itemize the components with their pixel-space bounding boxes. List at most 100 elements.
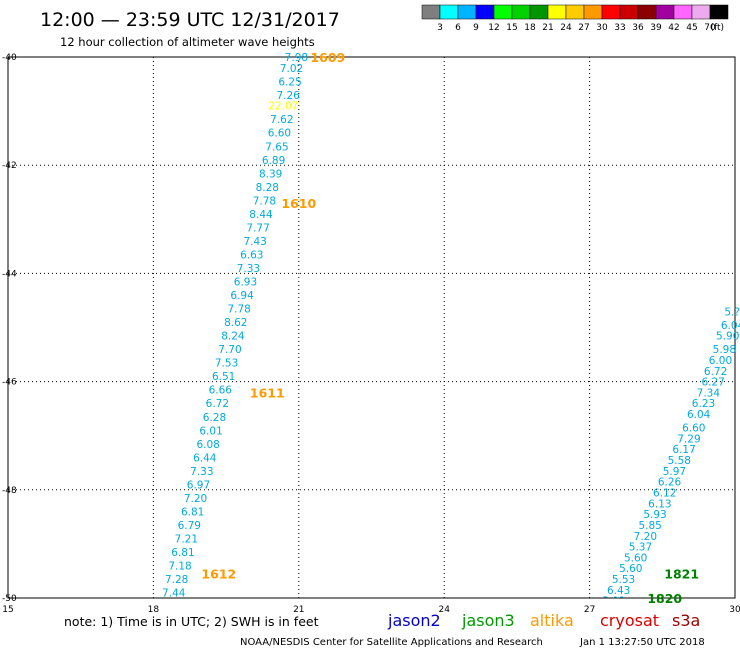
- swh-value-label: 5.58: [668, 455, 691, 467]
- swh-value-label: 7.98: [285, 52, 308, 64]
- swh-value-label: 6.17: [672, 444, 695, 456]
- swh-value-label: 7.20: [184, 493, 207, 505]
- swh-value-label: 5.85: [638, 520, 661, 532]
- generation-timestamp: Jan 1 13:27:50 UTC 2018: [579, 637, 705, 648]
- swh-value-label: 6.66: [209, 385, 233, 397]
- swh-value-label: 5.90: [716, 331, 739, 343]
- mission-legend-item: cryosat: [600, 611, 659, 630]
- colorbar-label: 15: [506, 23, 517, 33]
- swh-value-label: 6.60: [682, 423, 705, 435]
- swh-value-label: 7.65: [265, 141, 288, 153]
- swh-value-label: 5.60: [619, 563, 642, 575]
- swh-value-label: 22.07: [268, 101, 298, 113]
- colorbar-label: 36: [632, 23, 644, 33]
- mission-legend: jason2 jason3 altika cryosat s3a: [387, 611, 700, 630]
- swh-value-label: 7.28: [165, 574, 188, 586]
- swh-value-labels: 7.987.026.257.2622.077.626.607.656.898.3…: [162, 52, 740, 608]
- pass-number-label: 1611: [250, 385, 285, 400]
- x-tick-label: 27: [584, 605, 595, 615]
- swh-value-label: 7.43: [243, 236, 266, 248]
- swh-value-label: 7.21: [175, 533, 198, 545]
- colorbar-swatch: [637, 4, 657, 20]
- colorbar-swatch: [583, 4, 603, 20]
- colorbar-label: 12: [488, 23, 499, 33]
- colorbar-label: 21: [542, 23, 553, 33]
- x-tick-label: 30: [729, 605, 740, 615]
- y-tick-label: -44: [2, 269, 17, 279]
- swh-value-label: 7.78: [253, 195, 276, 207]
- swh-value-label: 7.02: [280, 63, 303, 75]
- swh-value-label: 8.28: [256, 182, 279, 194]
- swh-value-label: 6.08: [196, 439, 219, 451]
- colorbar-unit: (ft): [710, 23, 724, 33]
- swh-value-label: 5.92: [602, 596, 625, 608]
- chart-subtitle: 12 hour collection of altimeter wave hei…: [60, 35, 315, 49]
- swh-value-label: 6.44: [193, 452, 217, 464]
- swh-value-label: 7.26: [276, 90, 300, 102]
- x-tick-label: 15: [2, 605, 13, 615]
- colorbar-swatch: [511, 4, 531, 20]
- colorbar-swatch: [493, 4, 513, 20]
- colorbar-swatch: [691, 4, 711, 20]
- units-note: note: 1) Time is in UTC; 2) SWH is in fe…: [64, 614, 319, 629]
- y-tick-label: -48: [2, 486, 17, 496]
- colorbar-label: 27: [578, 23, 589, 33]
- pass-number-label: 1821: [664, 567, 699, 582]
- swh-value-label: 6.04: [721, 320, 740, 332]
- mission-legend-item: jason2: [387, 611, 441, 630]
- swh-value-label: 5.93: [643, 509, 666, 521]
- colorbar-label: 24: [560, 23, 572, 33]
- y-tick-label: -42: [2, 161, 17, 171]
- colorbar-label: 18: [524, 23, 536, 33]
- x-tick-label: 21: [293, 605, 304, 615]
- swh-value-label: 7.33: [237, 263, 260, 275]
- y-axis-ticks: -50 -48 -46 -44 -42 -40: [2, 53, 17, 604]
- grid-lines: [8, 57, 735, 598]
- colorbar-label: 39: [650, 23, 662, 33]
- colorbar-swatch: [439, 4, 459, 20]
- swh-value-label: 7.70: [218, 344, 241, 356]
- colorbar-swatch: [529, 4, 549, 20]
- x-tick-label: 24: [438, 605, 450, 615]
- swh-value-label: 6.89: [262, 155, 285, 167]
- plot-area: 15 18 21 24 27 30 -50-48-46-44-42-40 7.987.02…: [2, 50, 740, 615]
- swh-value-label: 5.98: [713, 344, 736, 356]
- swh-value-label: 6.79: [178, 520, 201, 532]
- pass-number-label: 1610: [281, 196, 316, 211]
- swh-value-label: 6.27: [701, 377, 724, 389]
- pass-number-label: 1820: [647, 591, 682, 606]
- swh-value-label: 6.28: [203, 412, 226, 424]
- swh-value-label: 6.63: [240, 249, 263, 261]
- colorbar-label: 3: [437, 23, 443, 33]
- swh-value-label: 6.43: [607, 585, 630, 597]
- swh-value-label: 7.18: [168, 561, 191, 573]
- colorbar-swatch: [547, 4, 567, 20]
- swh-value-label: 6.72: [704, 366, 727, 378]
- swh-value-label: 6.51: [212, 371, 235, 383]
- colorbar-swatch: [475, 4, 495, 20]
- colorbar-swatch: [655, 4, 675, 20]
- swh-value-label: 5.53: [612, 574, 635, 586]
- swh-value-label: 6.60: [268, 128, 291, 140]
- y-tick-label: -46: [2, 378, 17, 388]
- colorbar-label: 33: [614, 23, 625, 33]
- colorbar-label: 70: [704, 23, 716, 33]
- swh-value-label: 7.62: [270, 114, 293, 126]
- colorbar-legend: 3 6 9 12 15 18 21 24 27 30 33 36 39 42 45 70(ft): [421, 4, 729, 33]
- colorbar-label: 9: [473, 23, 479, 33]
- swh-value-label: 8.39: [259, 168, 282, 180]
- swh-value-label: 5.97: [663, 466, 686, 478]
- chart-title: 12:00 — 23:59 UTC 12/31/2017: [40, 9, 340, 31]
- pass-number-labels: 1609161016111612182218211820: [201, 50, 699, 606]
- colorbar-swatch: [619, 4, 639, 20]
- swh-value-label: 6.12: [653, 488, 676, 500]
- y-tick-label: -40: [2, 53, 17, 63]
- swh-value-label: 7.44: [162, 588, 186, 600]
- colorbar-label: 45: [686, 23, 697, 33]
- swh-value-label: 7.20: [634, 531, 657, 543]
- credit-line: NOAA/NESDIS Center for Satellite Applica…: [240, 637, 543, 648]
- swh-value-label: 6.81: [181, 506, 204, 518]
- colorbar-swatch: [421, 4, 441, 20]
- swh-value-label: 6.97: [187, 479, 210, 491]
